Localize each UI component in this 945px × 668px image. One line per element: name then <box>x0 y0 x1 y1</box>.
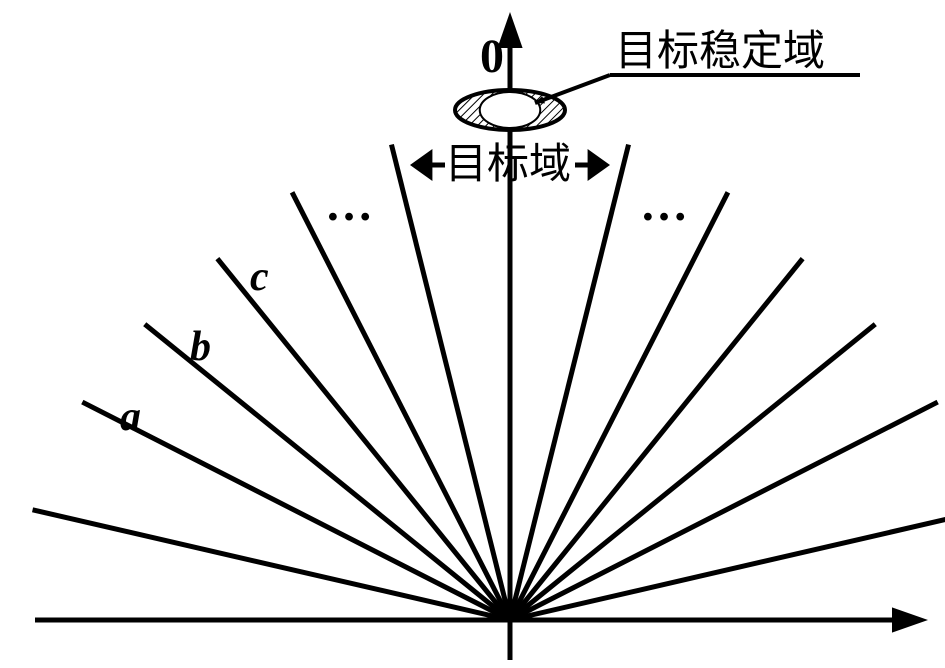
ellipsis: … <box>640 178 688 231</box>
ray-label-a: a <box>120 394 141 440</box>
x-axis-arrow <box>892 607 928 632</box>
target-domain-right-arrow <box>588 149 610 181</box>
ray-left <box>82 402 510 620</box>
target-stable-label: 目标稳定域 <box>615 28 825 75</box>
target-stable-ellipse-inner <box>480 92 541 128</box>
target-domain-label: 目标域 <box>445 142 571 188</box>
ray-right <box>510 402 938 620</box>
ray-label-c: c <box>250 254 269 300</box>
ray-fan <box>33 145 945 620</box>
target-domain-left-arrow <box>410 149 432 181</box>
target-stable-leader <box>535 75 610 103</box>
ray-label-b: b <box>190 324 211 370</box>
ellipsis: … <box>325 178 373 231</box>
ray-left <box>292 192 510 620</box>
ray-right <box>510 192 728 620</box>
zero-label: 0 <box>480 30 504 83</box>
